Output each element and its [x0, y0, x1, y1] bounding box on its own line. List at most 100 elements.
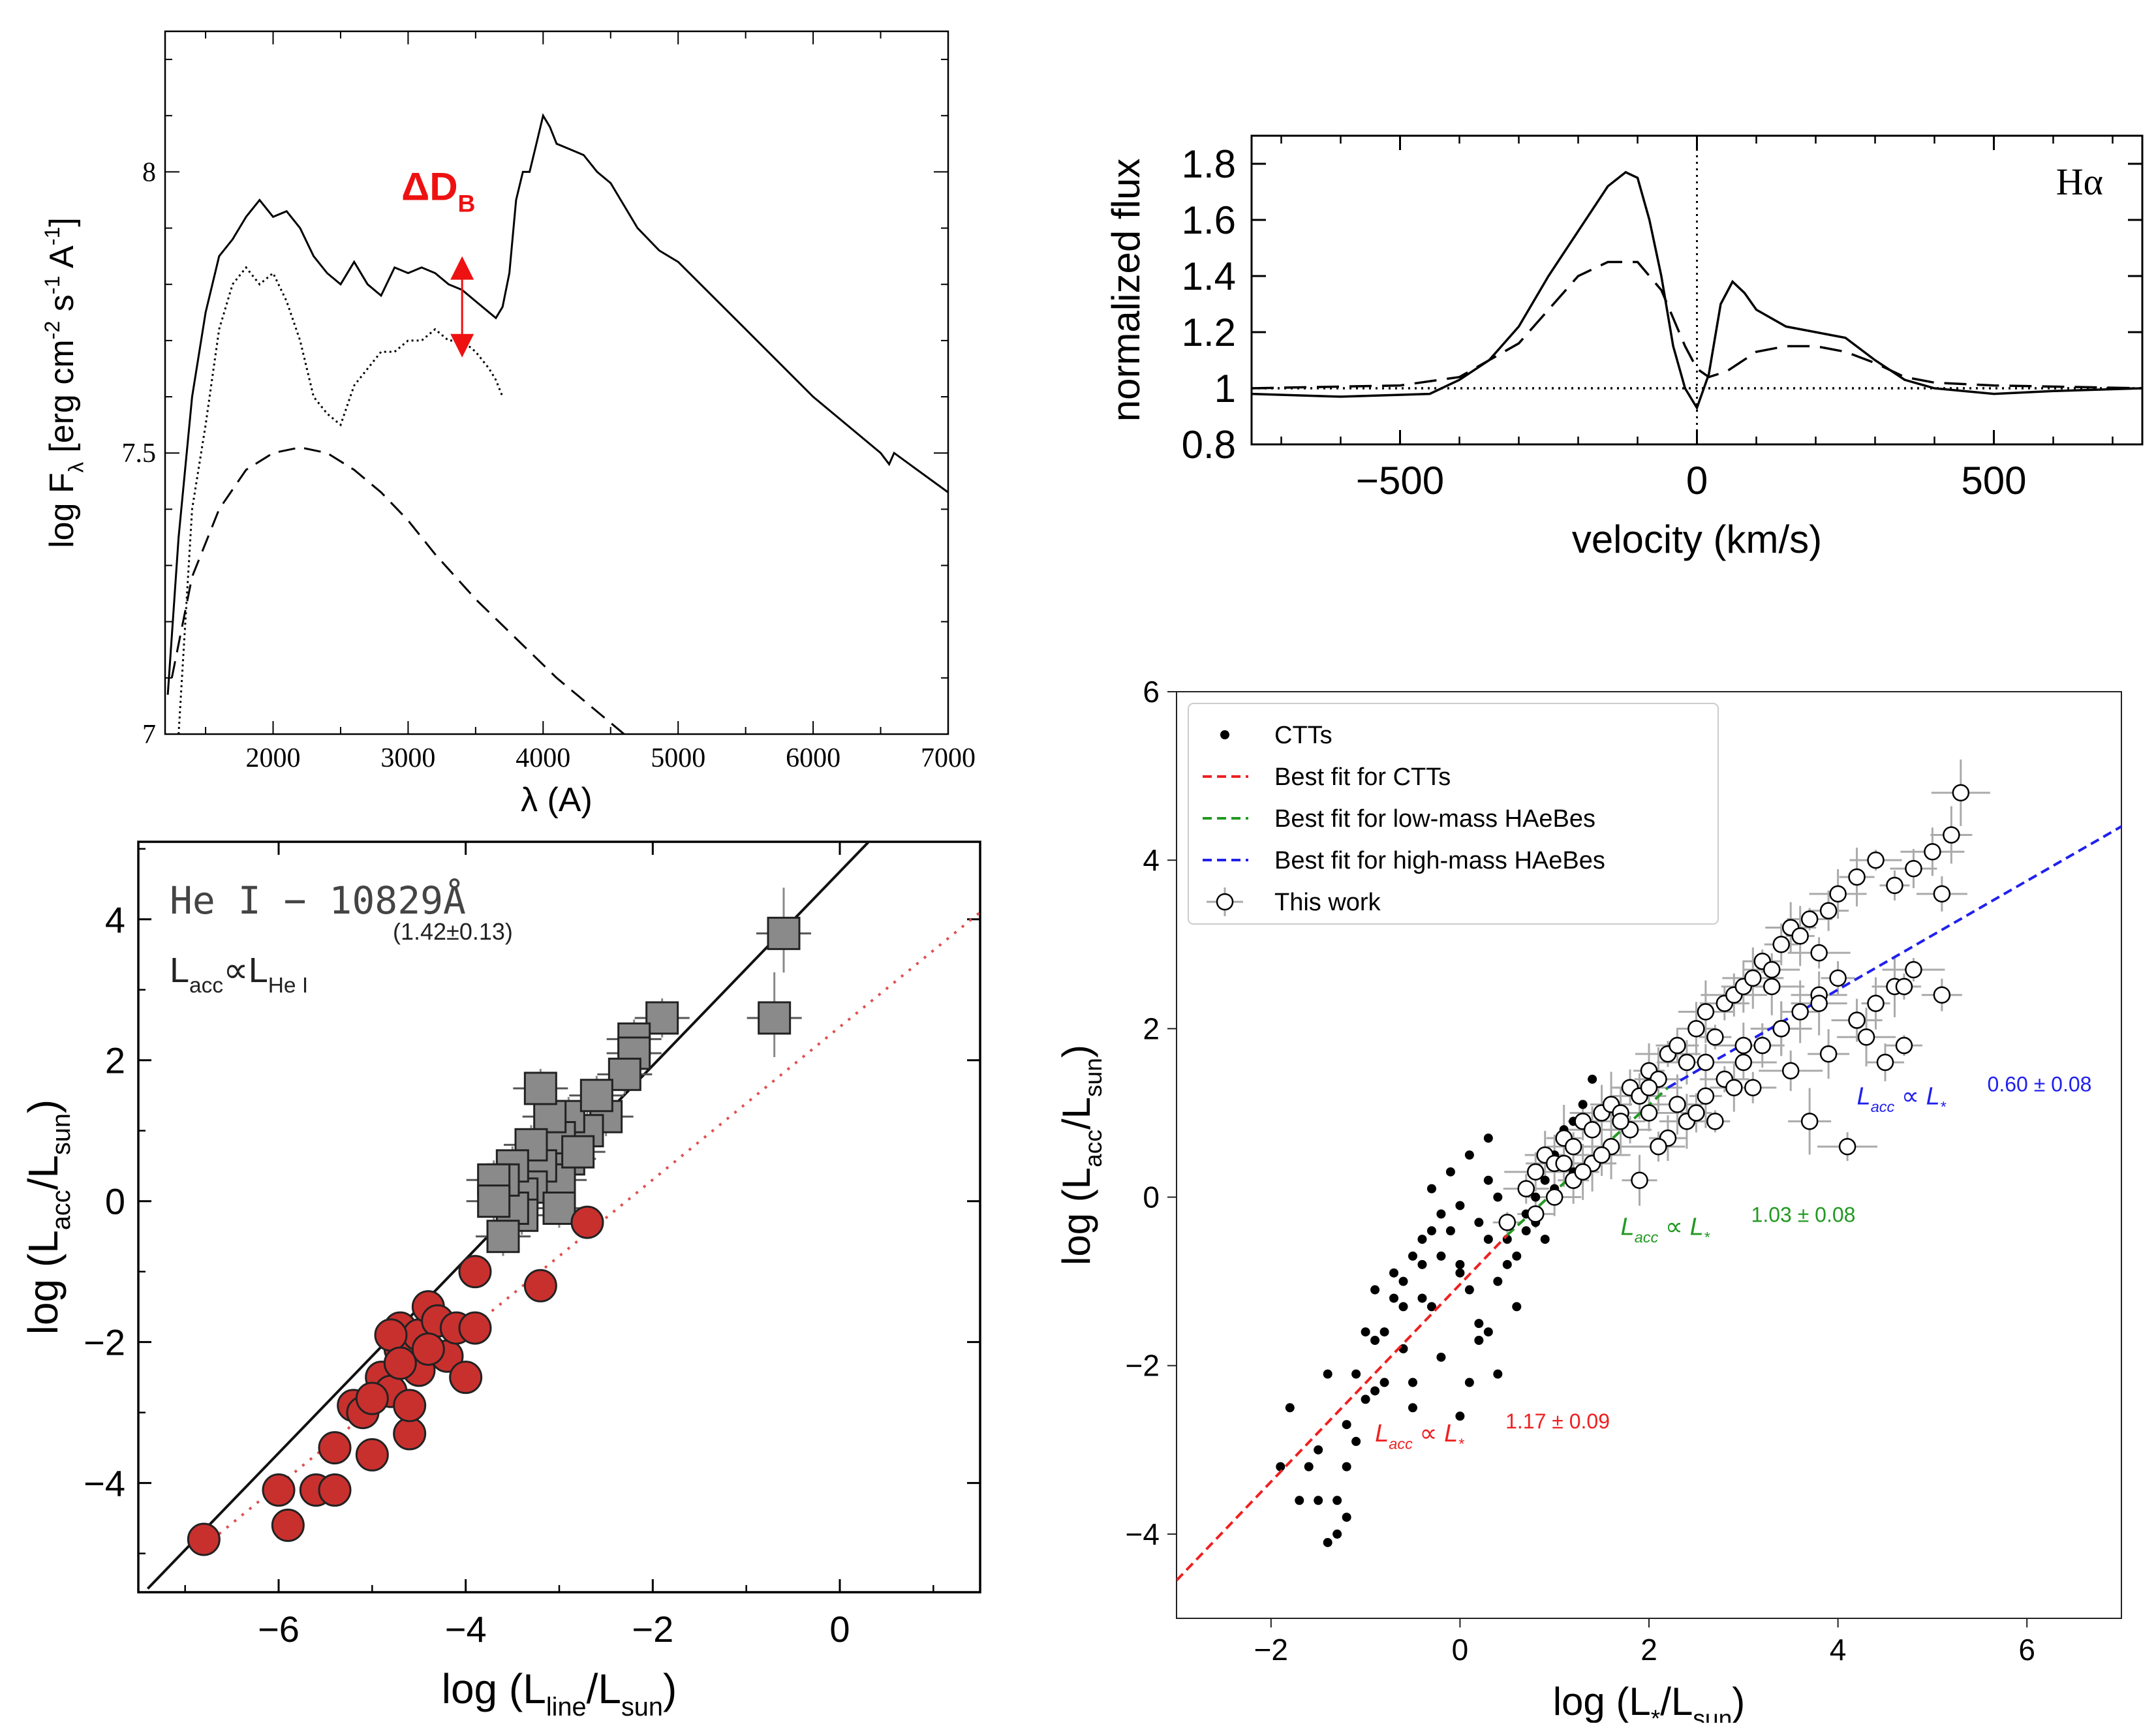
lacc-this-work-circle: [1744, 1079, 1762, 1096]
lacc-this-work-circle: [1772, 1020, 1790, 1038]
lacc-ctts-dot: [1493, 1369, 1503, 1379]
lacc-this-work-circle: [1650, 1137, 1667, 1156]
lacc-this-work-circle: [1867, 851, 1885, 869]
sed-y-axis-label: log Fλ [erg cm-2 s-1 A-1]: [40, 217, 87, 548]
lacc-ctts-dot: [1370, 1336, 1380, 1345]
lacc-ctts-dot: [1436, 1251, 1446, 1261]
hei-title: He I − 10829Å: [170, 878, 466, 923]
lacc-this-work-circle: [1697, 1053, 1715, 1071]
lacc-legend-label: Best fit for high-mass HAeBes: [1274, 847, 1605, 874]
halpha-x-axis-label: velocity (km/s): [1572, 517, 1822, 561]
hei-x-tick-label: −4: [445, 1609, 487, 1650]
sed-annotation-label: ΔDB: [401, 164, 475, 217]
lacc-ctts-dot: [1474, 1218, 1484, 1227]
lacc-ctts-dot: [1370, 1386, 1380, 1396]
lacc-this-work-circle: [1687, 1020, 1705, 1038]
lacc-x-axis-label-part-2: /L: [1660, 1680, 1693, 1723]
lacc-this-work-circle: [1933, 885, 1951, 903]
lacc-this-work-circle: [1791, 927, 1809, 945]
lacc-y-axis-label-part-2: /L: [1055, 1097, 1098, 1130]
hei-red-circle: [458, 1311, 492, 1345]
lacc-this-work-circle: [1819, 902, 1838, 919]
lacc-ctts-dot: [1540, 1175, 1550, 1185]
lacc-this-work-circle: [1763, 978, 1781, 996]
sed-panel: 2000 3000 4000 5000 6000 7000 7 7.5 8 λ (A) log Fλ…: [40, 30, 976, 819]
lacc-ctts-dot: [1483, 1327, 1493, 1337]
lacc-ctts-dot: [1455, 1268, 1465, 1278]
hei-red-circle: [271, 1508, 305, 1542]
lacc-x-axis-label-part-4: ): [1732, 1680, 1745, 1723]
halpha-series-dashed: [1252, 260, 2142, 390]
lacc-fit-annotation-part-1: acc: [1635, 1229, 1659, 1246]
lacc-this-work-circle: [1772, 936, 1790, 953]
hei-y-axis-label: log (Lacc/Lsun): [20, 1100, 76, 1335]
lacc-this-work-circle: [1810, 994, 1828, 1012]
lacc-y-tick-label: −2: [1126, 1349, 1160, 1383]
hei-relation-label-part-1: acc: [189, 974, 223, 998]
sed-series-dotted: [177, 266, 504, 734]
lacc-this-work-circle: [1905, 961, 1922, 979]
lacc-this-work-circle: [1895, 1036, 1913, 1055]
hei-grey-square: [486, 1220, 520, 1254]
lacc-ctts-dot: [1332, 1529, 1342, 1539]
lacc-ctts-dot: [1408, 1378, 1417, 1387]
lacc-ctts-dot: [1417, 1235, 1427, 1244]
lacc-ctts-dot: [1342, 1513, 1351, 1522]
hei-grey-square: [533, 1100, 567, 1133]
hei-grey-square: [523, 1071, 557, 1105]
lacc-this-work-circle: [1781, 1062, 1800, 1080]
lacc-y-axis-label-part-1: acc: [1079, 1130, 1107, 1167]
lacc-ctts-dot: [1588, 1074, 1597, 1084]
lacc-ctts-dot: [1474, 1319, 1484, 1329]
lacc-ctts-dot: [1342, 1420, 1351, 1430]
hei-y-axis-label-part-4: ): [20, 1100, 67, 1113]
hei-red-circle: [355, 1438, 389, 1472]
hei-red-circle: [393, 1417, 427, 1451]
lacc-this-work-circle: [1669, 1096, 1686, 1113]
hei-relation-label: Lacc∝LHe I: [170, 951, 308, 998]
hei-y-axis-label-part-1: acc: [47, 1190, 76, 1230]
lacc-ctts-dot: [1464, 1285, 1474, 1295]
sed-x-tick-label: 6000: [786, 743, 840, 773]
lacc-ctts-dot: [1417, 1293, 1427, 1303]
lacc-ctts-dot: [1502, 1259, 1512, 1269]
hei-red-circle: [523, 1269, 557, 1302]
lacc-y-axis-label-part-0: log (L: [1055, 1167, 1098, 1265]
lacc-this-work-circle: [1545, 1188, 1563, 1206]
lacc-ctts-dot: [1464, 1378, 1474, 1387]
lacc-x-axis-label-part-1: *: [1651, 1704, 1660, 1723]
sed-annotation-label-part-1: B: [458, 189, 476, 217]
hei-y-tick-label: −4: [84, 1463, 125, 1504]
lacc-fit-annotation-part-2: ∝ L: [1658, 1214, 1703, 1241]
lacc-ctts-dot: [1445, 1226, 1455, 1236]
lacc-ctts-dot: [1323, 1537, 1332, 1547]
lacc-this-work-circle: [1886, 876, 1903, 895]
hei-grey-square: [477, 1184, 511, 1218]
lacc-fit-line: [1177, 1234, 1509, 1582]
hei-red-circle: [262, 1473, 296, 1507]
halpha-series-solid: [1252, 170, 2142, 411]
hei-x-axis-label-part-2: /L: [587, 1665, 621, 1712]
halpha-x-tick-label: 500: [1961, 459, 2026, 502]
sed-x-tick-label: 3000: [380, 743, 435, 773]
lacc-ctts-dot: [1304, 1462, 1314, 1472]
lacc-y-axis-label-part-4: ): [1055, 1045, 1098, 1058]
lacc-y-tick-label: 6: [1143, 675, 1160, 709]
sed-y-tick-label: 8: [142, 157, 156, 187]
halpha-y-tick-label: 1.4: [1182, 254, 1236, 298]
lacc-ctts-dot: [1417, 1259, 1427, 1269]
lacc-legend-label: Best fit for CTTs: [1274, 763, 1451, 791]
lacc-ctts-dot: [1483, 1133, 1493, 1143]
lacc-this-work-circle: [1734, 1036, 1753, 1055]
sed-series-dashed: [170, 446, 671, 734]
lacc-ctts-dot: [1361, 1395, 1370, 1404]
lacc-this-work-circle: [1593, 1146, 1610, 1164]
lacc-this-work-circle: [1800, 910, 1819, 928]
hei-x-axis-label-part-1: line: [546, 1693, 587, 1721]
lacc-this-work-circle: [1952, 784, 1970, 802]
sed-y-tick-label: 7.5: [122, 439, 157, 469]
lacc-y-tick-label: −4: [1126, 1517, 1160, 1551]
